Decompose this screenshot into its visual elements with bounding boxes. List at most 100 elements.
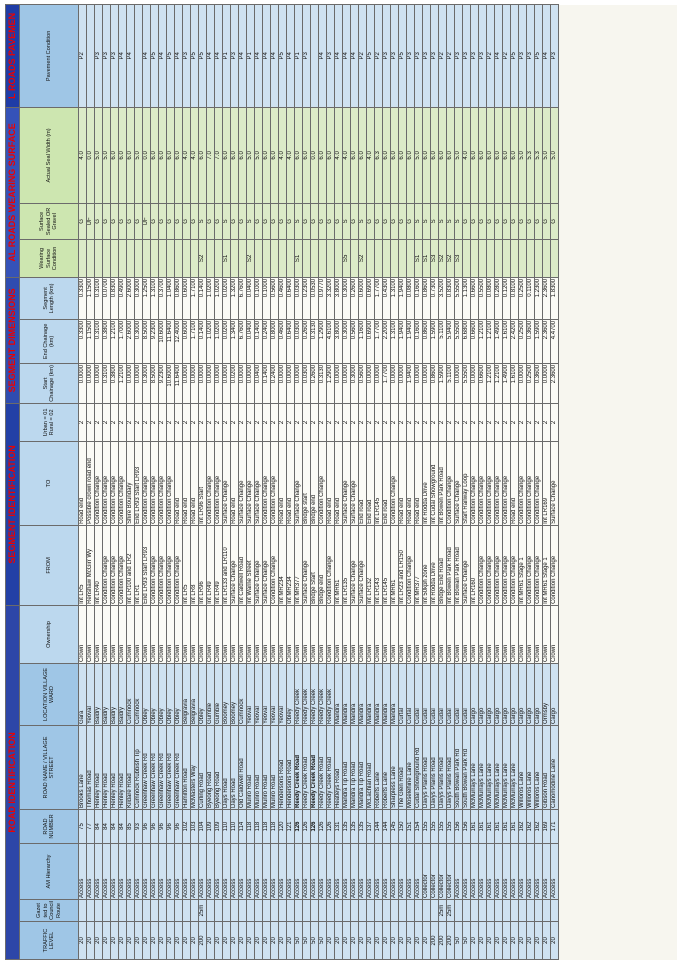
cell-location: Mandra: [358, 663, 367, 726]
cell-segment-length: 0.6000: [182, 277, 191, 320]
cell-seal-width: 6.0: [230, 107, 239, 204]
cell-urban-rural: 2: [518, 403, 527, 442]
cell-ownership: Crown: [366, 605, 375, 664]
cell-segment-length: 6.7600: [238, 277, 247, 320]
cell-to: End LR93 Start LR93: [134, 441, 143, 526]
cell-road-name: Roberts Lane: [382, 725, 391, 810]
cell-wearing-condition: S1: [294, 239, 303, 278]
cell-am-hierarchy: Access: [526, 843, 535, 900]
cell-am-hierarchy: Access: [318, 843, 327, 900]
cell-surface: G: [206, 203, 215, 240]
cell-location: Mandra: [374, 663, 383, 726]
cell-ownership: Crown: [262, 605, 271, 664]
cell-to: Road end: [78, 441, 87, 526]
cell-pavement-condition: P4: [494, 4, 503, 108]
cell-road-number: 118: [246, 809, 255, 844]
cell-ownership: Crown: [486, 605, 495, 664]
cell-pavement-condition: [86, 4, 95, 108]
cell-gazettal: [542, 899, 551, 922]
cell-wearing-condition: [550, 239, 559, 278]
cell-am-hierarchy: Access: [214, 843, 223, 900]
cell-road-name: Reedy Creek Road: [318, 725, 327, 810]
cell-am-hierarchy: Access: [550, 843, 559, 900]
cell-end-chainage: 0.0200: [222, 319, 231, 364]
cell-road-name: Munro Road: [270, 725, 279, 810]
cell-ownership: Crown: [494, 605, 503, 664]
cell-road-name: Days Road: [222, 725, 231, 810]
cell-surface: S: [358, 203, 367, 240]
cell-to: Surface Change: [246, 441, 255, 526]
cell-wearing-condition: S2: [438, 239, 447, 278]
cell-from: Condition Change: [158, 525, 167, 606]
cell-surface: G: [350, 203, 359, 240]
cell-ownership: Crown: [214, 605, 223, 664]
cell-surface: G: [230, 203, 239, 240]
cell-road-number: 156: [462, 809, 471, 844]
cell-traffic-level: 20: [542, 921, 551, 960]
cell-road-number: 118: [254, 809, 263, 844]
cell-gazettal: [518, 899, 527, 922]
cell-end-chainage: 1.0200: [214, 319, 223, 364]
cell-from: Int LR133 and LR110: [222, 525, 231, 606]
cell-location: Yeoval: [86, 663, 95, 726]
cell-seal-width: 5.0: [550, 107, 559, 204]
table-row: 20 Access 144 Roberts Lane Mandra Crown Int LR…: [374, 4, 383, 960]
cell-road-number: 162: [518, 809, 527, 844]
cell-traffic-level: 20: [78, 921, 87, 960]
cell-urban-rural: 2: [126, 403, 135, 442]
cell-wearing-condition: [502, 239, 511, 278]
cell-road-number: 96: [142, 809, 151, 844]
cell-urban-rural: 2: [486, 403, 495, 442]
table-row: 20 Access 84 Henley Road Baldry Crown Conditio…: [110, 4, 119, 960]
cell-urban-rural: 2: [302, 403, 311, 442]
cell-ownership: Crown: [302, 605, 311, 664]
cell-location: Gara: [78, 663, 87, 726]
cell-gazettal: 25m: [446, 899, 455, 922]
cell-surface: S: [198, 203, 207, 240]
cell-start-chainage: 9.2300: [158, 363, 167, 404]
cell-pavement-condition: P3: [478, 4, 487, 108]
cell-end-chainage: 0.3800: [102, 319, 111, 364]
cell-gazettal: [94, 899, 103, 922]
cell-am-hierarchy: Access: [198, 843, 207, 900]
header-urban-rural: Urban = 01 Rural = 02: [19, 403, 79, 442]
cell-urban-rural: 2: [382, 403, 391, 442]
cell-traffic-level: 20: [510, 921, 519, 960]
cell-surface: S: [246, 203, 255, 240]
cell-start-chainage: 1.2100: [494, 363, 503, 404]
cell-from: Int MR377: [294, 525, 303, 606]
cell-from: Condition Change: [494, 525, 503, 606]
cell-pavement-condition: P3: [406, 4, 415, 108]
cell-from: Condition Change: [534, 525, 543, 606]
cell-road-name: Curling Road: [198, 725, 207, 810]
cell-start-chainage: 1.4900: [502, 363, 511, 404]
cell-pavement-condition: P4: [142, 4, 151, 108]
cell-traffic-level: 20: [190, 921, 199, 960]
cell-am-hierarchy: Access: [382, 843, 391, 900]
cell-seal-width: 6.0: [150, 107, 159, 204]
header-pavement-condition: Pavement Condition: [19, 4, 79, 108]
cell-traffic-level: 20: [94, 921, 103, 960]
cell-end-chainage: 1.1600: [358, 319, 367, 364]
cell-gazettal: [214, 899, 223, 922]
cell-road-name: Greenhaw Creek Rd: [158, 725, 167, 810]
cell-start-chainage: 1.2900: [326, 363, 335, 404]
table-body: 20 Access 75 Brooks Lane Gara Crown Int LR5 Roa…: [78, 4, 559, 960]
cell-from: Surface Change: [462, 525, 471, 606]
cell-to: Int LR145: [374, 441, 383, 526]
cell-gazettal: [454, 899, 463, 922]
cell-gazettal: [390, 899, 399, 922]
cell-road-number: 96: [158, 809, 167, 844]
cell-surface: G: [238, 203, 247, 240]
cell-am-hierarchy: Access: [342, 843, 351, 900]
cell-location: Mandra: [382, 663, 391, 726]
cell-pavement-condition: P2: [374, 4, 383, 108]
cell-start-chainage: 0.0000: [454, 363, 463, 404]
cell-urban-rural: 2: [310, 403, 319, 442]
cell-segment-length: 0.3300: [78, 277, 87, 320]
cell-road-number: 104: [198, 809, 207, 844]
cell-surface: S: [222, 203, 231, 240]
cell-pavement-condition: P4: [174, 4, 183, 108]
header-wearing-condition: Wearing Surface Condition: [19, 239, 79, 278]
cell-am-hierarchy: Access: [302, 843, 311, 900]
